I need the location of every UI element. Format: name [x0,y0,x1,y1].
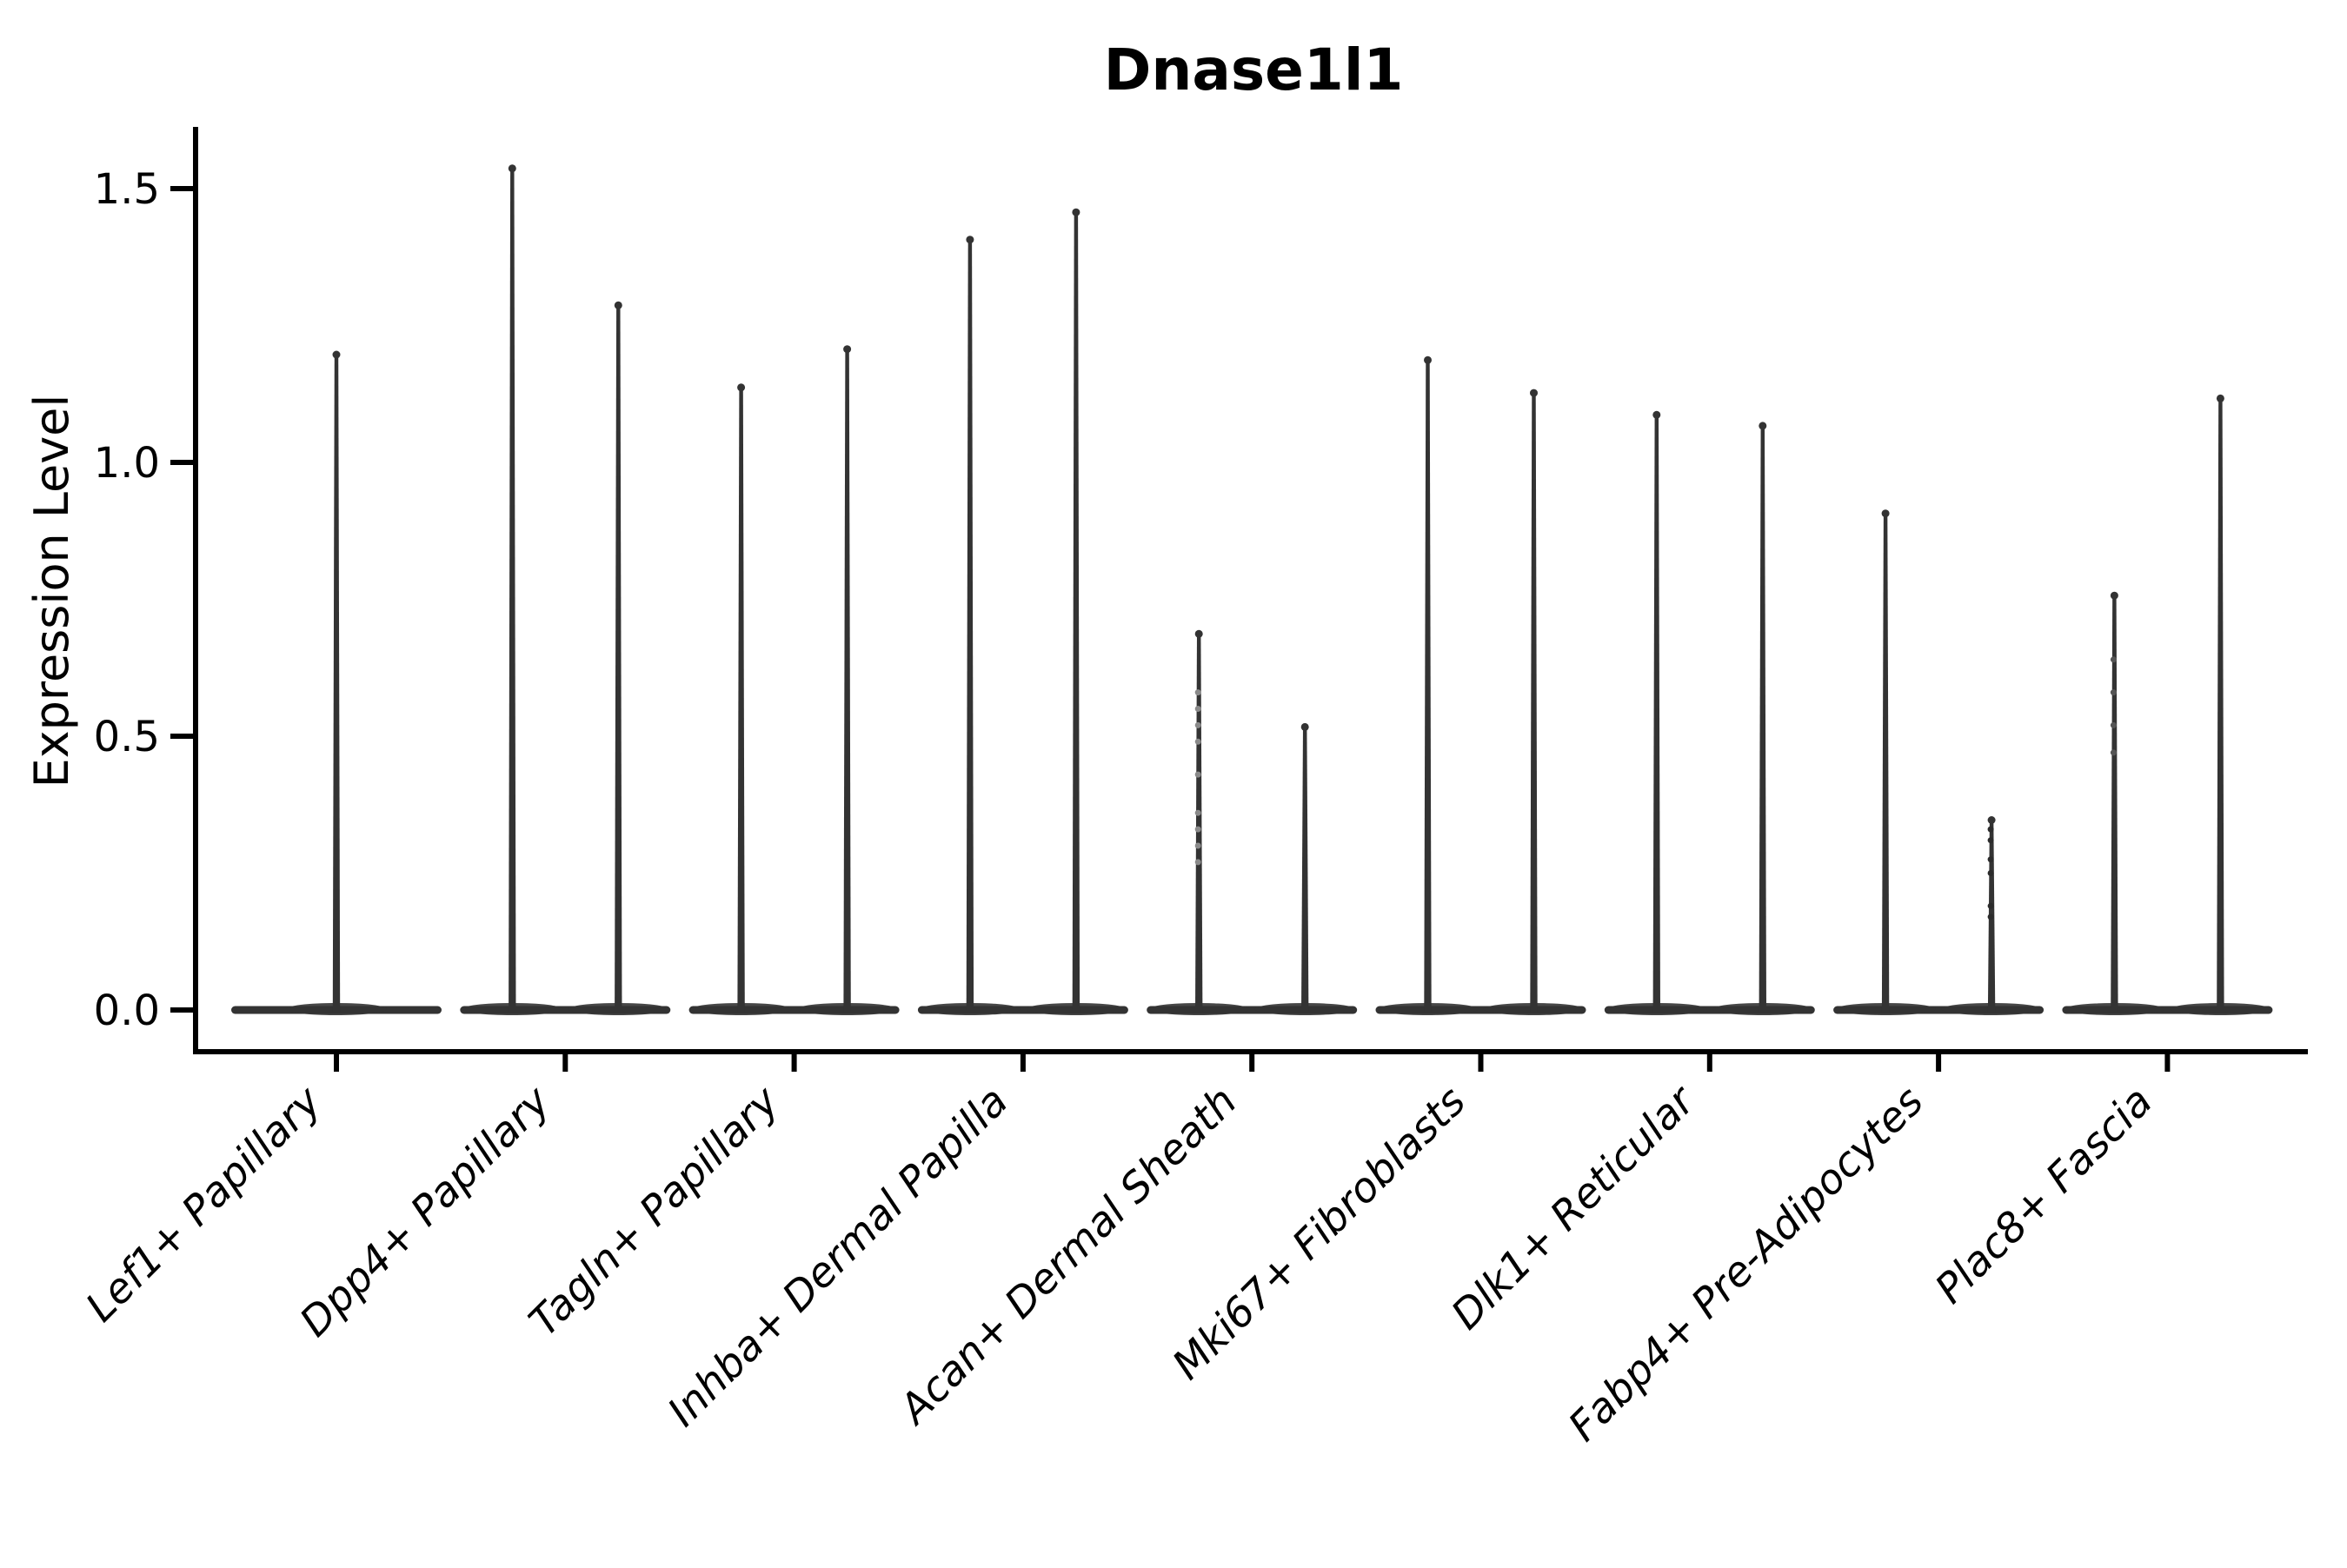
violin-spike-cap [966,236,974,244]
x-tick-mark [791,1054,797,1072]
violin-spike-cap [1987,816,1996,824]
y-tick-label: 1.5 [94,165,160,214]
chart-title: Dnase1l1 [1104,37,1404,103]
violin-spike-cap [2110,591,2118,600]
violin-spike [332,353,341,1012]
x-category-label: Lef1+ Papillary [76,1077,331,1332]
violin-spike-cap [737,383,746,392]
x-tick-mark [1706,1054,1712,1072]
violin-spike [1881,511,1890,1012]
y-tick-mark [170,1007,193,1013]
y-tick-mark [170,734,193,739]
violin-spike-cap [1424,355,1432,364]
violin-spike-cap [1072,208,1080,216]
violin-spike-cap [1300,722,1309,731]
jitter-point [1987,856,1994,863]
x-tick-mark [562,1054,568,1072]
jitter-point [2110,689,2117,696]
jitter-point [1194,842,1201,849]
violin-spike [1301,725,1309,1012]
y-tick-mark [170,186,193,191]
violin-spike [1759,423,1766,1012]
violin-spike-cap [1530,389,1538,397]
x-tick-mark [1478,1054,1484,1072]
x-category-label: Dlk1+ Reticular [1442,1076,1705,1339]
jitter-point [2110,656,2117,663]
violin-spike [1072,210,1080,1012]
violin-spike-cap [614,301,622,309]
violin-spike [1530,391,1538,1013]
jitter-point [1194,721,1201,728]
x-category-label: Dpp4+ Papillary [291,1077,561,1346]
violin-spike-cap [2216,394,2224,402]
jitter-point [1194,826,1201,833]
x-axis-spine [193,1049,2308,1054]
jitter-point [1987,902,1994,909]
x-tick-mark [1249,1054,1255,1072]
x-tick-mark [334,1054,339,1072]
jitter-point [1194,689,1201,696]
jitter-point [2110,721,2117,728]
y-axis-label: Expression Level [24,395,79,788]
violin-spike [615,303,622,1012]
jitter-point [1194,809,1201,816]
violin-spike-cap [508,164,516,173]
x-tick-mark [2164,1054,2171,1072]
y-tick-label: 0.5 [94,713,160,761]
x-tick-mark [1020,1054,1026,1072]
violin-spike-cap [332,350,341,359]
x-tick-mark [1936,1054,1942,1072]
jitter-point [1194,706,1201,712]
violin-spike-cap [1881,509,1890,518]
violin-spike [509,166,516,1013]
x-category-label: Plac8+ Fascia [1926,1078,2162,1313]
violin-spike-cap [1194,629,1203,638]
y-tick-mark [170,460,193,465]
y-axis-spine [193,127,198,1054]
x-category-label: Tagln+ Papillary [520,1077,789,1346]
jitter-point [1987,870,1994,876]
jitter-point [1194,771,1201,778]
jitter-point [2110,749,2117,756]
violin-spike-cap [1759,422,1767,430]
violin-spike [2217,396,2224,1012]
violin-spike [737,385,745,1012]
y-tick-label: 1.0 [94,439,160,488]
jitter-point [1194,738,1201,745]
violin-spike [1195,632,1203,1012]
jitter-point [1987,837,1994,844]
y-tick-label: 0.0 [94,987,160,1035]
jitter-point [1987,914,1994,920]
violin-spike-cap [843,345,852,354]
violin-spike [1424,358,1432,1012]
jitter-point [1987,826,1994,833]
jitter-point [1194,859,1201,866]
violin-spike [1652,413,1660,1012]
violin-spike [2111,594,2118,1012]
violin-spike [843,347,851,1012]
violin-spike [966,237,974,1012]
violin-spike-cap [1652,410,1661,419]
